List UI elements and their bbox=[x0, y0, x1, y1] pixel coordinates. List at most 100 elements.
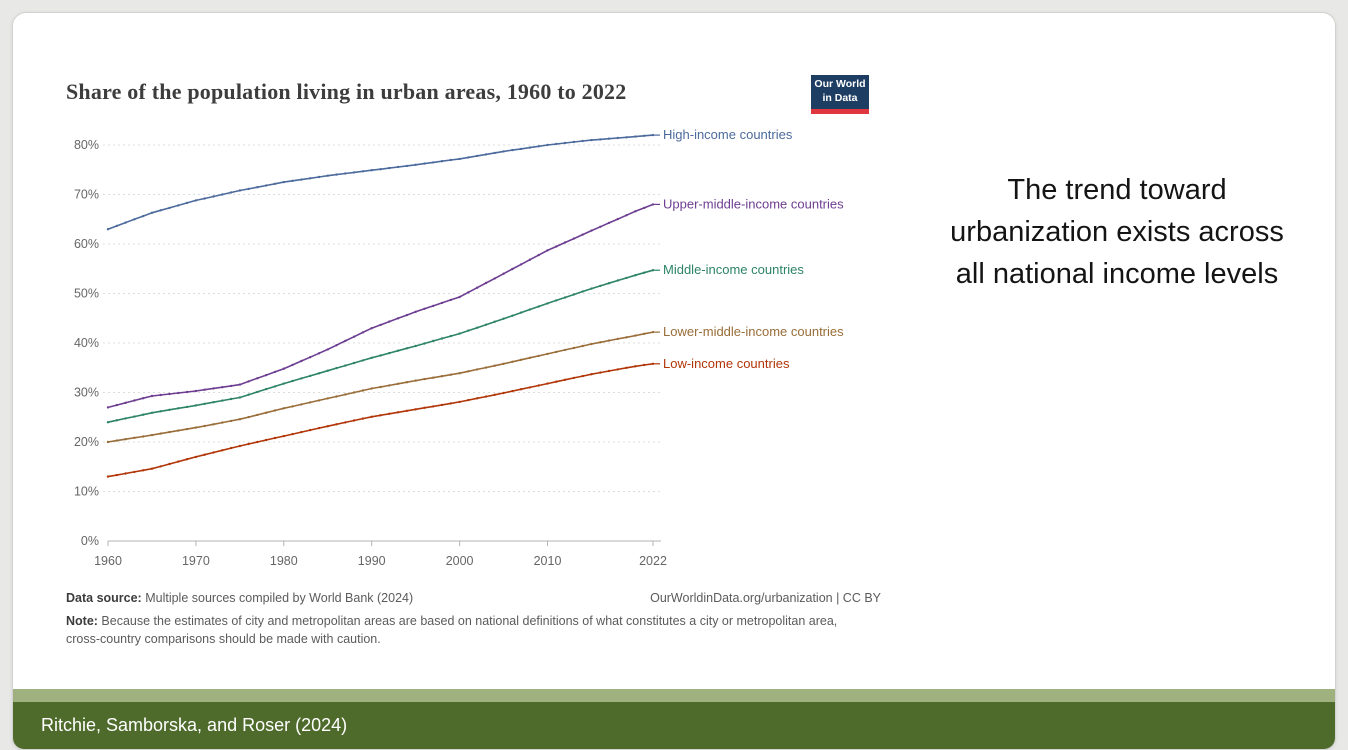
data-point bbox=[317, 399, 321, 402]
data-point bbox=[414, 163, 417, 166]
data-point bbox=[212, 401, 215, 404]
series-end-label: High-income countries bbox=[663, 127, 793, 142]
data-point bbox=[467, 398, 470, 402]
slide-headline: The trend toward urbanization exists acr… bbox=[950, 174, 1284, 291]
data-point bbox=[291, 379, 294, 383]
data-point bbox=[300, 178, 303, 181]
data-point bbox=[563, 348, 567, 352]
data-point bbox=[511, 148, 514, 152]
data-point bbox=[326, 174, 329, 177]
data-point bbox=[291, 405, 294, 408]
data-point bbox=[159, 432, 162, 435]
data-point bbox=[493, 151, 496, 155]
data-point bbox=[388, 351, 391, 355]
data-point bbox=[142, 469, 145, 472]
x-tick-label: 1960 bbox=[94, 554, 122, 568]
data-point bbox=[352, 419, 356, 422]
data-point bbox=[203, 424, 206, 428]
footer-citation-bar: Ritchie, Samborska, and Roser (2024) bbox=[13, 702, 1335, 749]
data-point bbox=[344, 364, 347, 367]
chart-footer: Data source: Multiple sources compiled b… bbox=[66, 591, 881, 648]
data-point bbox=[607, 137, 611, 140]
data-point bbox=[300, 430, 303, 434]
data-point bbox=[546, 352, 549, 356]
x-tick-label: 2010 bbox=[534, 554, 562, 568]
data-point bbox=[572, 237, 576, 240]
data-point bbox=[265, 184, 268, 187]
data-point bbox=[282, 407, 285, 410]
data-point bbox=[168, 206, 171, 210]
data-point bbox=[142, 214, 145, 218]
data-point bbox=[115, 419, 118, 422]
data-point bbox=[150, 433, 154, 437]
data-point bbox=[352, 391, 356, 394]
data-point bbox=[247, 415, 250, 419]
data-point bbox=[634, 365, 637, 368]
data-point bbox=[379, 168, 382, 171]
data-point bbox=[572, 293, 576, 296]
data-point bbox=[309, 401, 312, 404]
data-point bbox=[133, 470, 136, 474]
y-tick-label: 40% bbox=[74, 336, 99, 350]
data-point bbox=[370, 169, 373, 172]
data-point bbox=[555, 142, 558, 146]
data-point bbox=[476, 326, 479, 329]
data-point bbox=[124, 401, 127, 404]
data-point bbox=[229, 191, 233, 194]
data-point bbox=[432, 161, 435, 164]
note-label: Note: bbox=[66, 614, 98, 628]
data-point bbox=[370, 415, 373, 418]
data-point bbox=[423, 162, 426, 165]
series-line bbox=[107, 134, 654, 230]
data-point bbox=[238, 444, 242, 448]
data-point bbox=[352, 335, 356, 338]
data-point bbox=[282, 382, 285, 385]
data-point bbox=[537, 253, 540, 257]
data-source-label: Data source: bbox=[66, 591, 142, 605]
data-point bbox=[493, 364, 496, 367]
data-point bbox=[581, 290, 584, 293]
data-point bbox=[344, 421, 347, 424]
data-point bbox=[212, 195, 215, 198]
data-point bbox=[309, 356, 312, 359]
data-point bbox=[643, 332, 646, 335]
data-point bbox=[142, 413, 145, 416]
data-point bbox=[115, 473, 118, 477]
data-point bbox=[511, 267, 514, 271]
data-point bbox=[361, 170, 365, 173]
data-point bbox=[221, 399, 224, 402]
data-point bbox=[370, 327, 373, 330]
data-source: Data source: Multiple sources compiled b… bbox=[66, 591, 413, 605]
data-point bbox=[370, 387, 373, 390]
y-tick-label: 70% bbox=[74, 188, 99, 202]
data-point bbox=[616, 368, 619, 371]
data-point bbox=[643, 206, 646, 210]
data-point bbox=[396, 411, 400, 414]
data-point bbox=[476, 286, 479, 289]
data-point bbox=[115, 224, 118, 228]
data-point bbox=[300, 377, 303, 380]
data-point bbox=[414, 344, 417, 348]
x-tick-label: 2022 bbox=[639, 554, 667, 568]
slide-canvas: Share of the population living in urban … bbox=[12, 12, 1336, 750]
data-point bbox=[458, 157, 461, 161]
data-point bbox=[405, 409, 409, 412]
data-point bbox=[432, 405, 435, 408]
chart-note: Note: Because the estimates of city and … bbox=[66, 612, 872, 648]
data-point bbox=[317, 175, 321, 179]
data-point bbox=[616, 337, 619, 341]
data-point bbox=[265, 411, 268, 414]
data-point bbox=[256, 186, 259, 189]
data-point bbox=[282, 434, 285, 438]
data-point bbox=[616, 217, 619, 221]
data-point bbox=[599, 138, 602, 141]
data-point bbox=[519, 263, 523, 266]
data-point bbox=[177, 460, 180, 463]
data-point bbox=[273, 182, 277, 185]
data-point bbox=[449, 373, 452, 376]
data-point bbox=[484, 281, 488, 285]
data-point bbox=[221, 421, 224, 424]
data-point bbox=[265, 387, 268, 391]
data-point bbox=[625, 136, 628, 139]
data-point bbox=[317, 372, 321, 375]
